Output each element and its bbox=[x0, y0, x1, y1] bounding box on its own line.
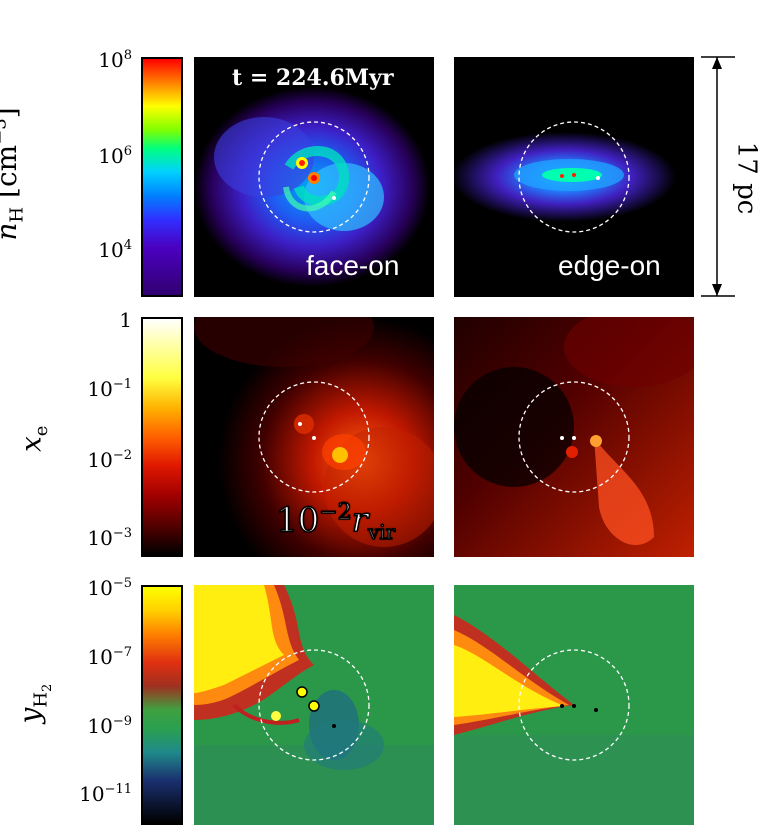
density-edge-on-panel: edge-on bbox=[454, 57, 694, 297]
electron-edge-on-map bbox=[454, 317, 694, 557]
h2-tick-1: 10−5 bbox=[87, 576, 132, 600]
row3-ylabel-var: y bbox=[13, 707, 47, 724]
row1-ylabel-unit-exp: −3 bbox=[0, 118, 11, 145]
time-label: t = 224.6Myr bbox=[232, 65, 394, 91]
density-edge-on-map bbox=[454, 57, 694, 297]
edge-on-label: edge-on bbox=[558, 250, 661, 281]
face-on-label: face-on bbox=[306, 250, 400, 281]
h2-edge-on-panel bbox=[454, 585, 694, 825]
row1-ylabel-var: n bbox=[0, 223, 23, 241]
row1-ylabel-close: ] bbox=[0, 107, 23, 118]
h2-tick-4: 10−11 bbox=[79, 782, 132, 806]
row1-ylabel-sub: H bbox=[6, 206, 28, 223]
row3-ylabel-subsub: 2 bbox=[39, 683, 55, 692]
density-tick-2: 106 bbox=[98, 144, 132, 168]
electron-tick-1: 1 bbox=[119, 308, 132, 332]
row2-ylabel-sub: e bbox=[31, 425, 53, 437]
h2-tick-3: 10−9 bbox=[87, 714, 132, 738]
h2-face-on-map bbox=[194, 585, 434, 825]
row2-ylabel: xe bbox=[14, 426, 52, 452]
rvir-label: 10−2rvir bbox=[275, 499, 396, 545]
h2-tick-2: 10−7 bbox=[87, 645, 132, 669]
row1-ylabel: nH [cm−3] bbox=[0, 107, 28, 240]
density-tick-1: 108 bbox=[98, 48, 132, 72]
h2-colorbar bbox=[141, 585, 183, 825]
h2-face-on-panel bbox=[194, 585, 434, 825]
density-face-on-panel: t = 224.6Myr face-on bbox=[194, 57, 434, 297]
density-colorbar bbox=[141, 57, 183, 297]
electron-tick-2: 10−1 bbox=[87, 377, 132, 401]
electron-face-on-panel: 10−2rvir bbox=[194, 317, 434, 557]
h2-edge-on-map bbox=[454, 585, 694, 825]
scale-bar-label: 17 pc bbox=[731, 141, 762, 215]
density-face-on-map bbox=[194, 57, 434, 297]
row1-ylabel-unit: [cm bbox=[0, 144, 24, 198]
electron-face-on-map bbox=[194, 317, 434, 557]
row3-ylabel: yH2 bbox=[13, 684, 54, 724]
row2-ylabel-var: x bbox=[14, 436, 48, 453]
electron-colorbar bbox=[141, 317, 183, 557]
electron-tick-4: 10−3 bbox=[87, 526, 132, 550]
density-tick-3: 104 bbox=[98, 238, 132, 262]
electron-edge-on-panel bbox=[454, 317, 694, 557]
row3-ylabel-sub: H bbox=[29, 691, 51, 708]
scale-bar bbox=[701, 56, 735, 297]
electron-tick-3: 10−2 bbox=[87, 448, 132, 472]
